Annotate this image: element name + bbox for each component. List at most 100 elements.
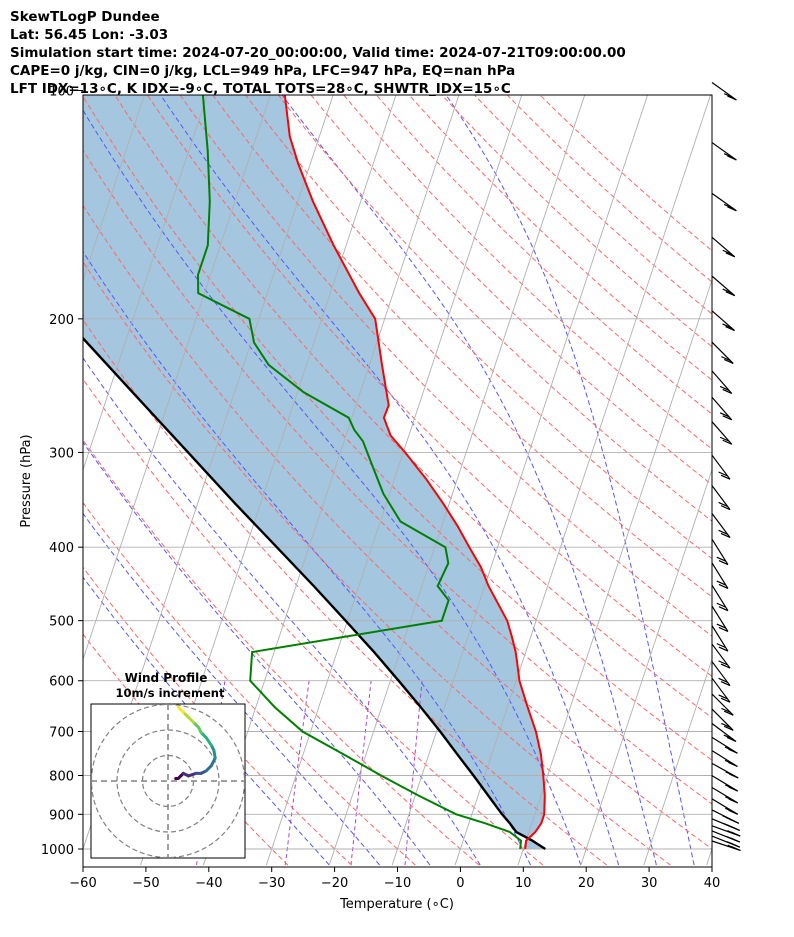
y-tick-label: 200	[49, 313, 74, 328]
mixing-ratio-line	[350, 680, 372, 866]
wind-barb-flag	[725, 771, 735, 777]
chart-title: SkewTLogP Dundee	[10, 9, 160, 25]
wind-barb-flag	[721, 707, 731, 713]
wind-barb-flag	[725, 807, 735, 813]
y-tick-label: 800	[49, 769, 74, 784]
wind-barb-flag	[722, 323, 732, 329]
y-tick-label: 1000	[41, 843, 74, 858]
dry-adiabat	[375, 95, 712, 415]
wind-barb-flag	[720, 681, 731, 687]
wind-barb-flag	[727, 155, 737, 161]
dry-adiabat	[83, 318, 608, 866]
hodograph-inset: Wind Profile 10m/s increment	[90, 671, 246, 859]
wind-barb-flag	[726, 736, 737, 743]
dry-adiabat	[506, 95, 712, 283]
wind-barb	[711, 818, 740, 831]
wind-barb-flag	[718, 626, 729, 633]
wind-barb-flag	[718, 694, 728, 700]
isotherm-line	[0, 91, 83, 866]
wind-barb-flag	[718, 646, 729, 652]
wind-barb-flag	[727, 844, 737, 850]
wind-barb	[711, 310, 735, 332]
y-axis-label: Pressure (hPa)	[19, 434, 34, 527]
wind-barb	[711, 82, 737, 101]
dry-adiabat	[212, 95, 712, 598]
wind-barb	[711, 421, 733, 445]
wind-barb-flag	[718, 606, 729, 612]
isotherm-line	[454, 95, 711, 866]
wind-barb-flag	[720, 697, 731, 703]
isotherm-line	[706, 847, 712, 866]
moist-adiabat	[83, 109, 582, 866]
x-tick-label: −50	[132, 876, 159, 891]
wind-barb-flag	[724, 759, 735, 765]
isotherm-line	[83, 95, 208, 472]
moist-adiabat	[83, 357, 481, 866]
x-tick-label: −40	[195, 876, 222, 891]
wind-barb-flag	[722, 415, 732, 421]
x-tick-label: 30	[641, 876, 658, 891]
y-tick-label: 400	[49, 541, 74, 556]
isotherm-line	[391, 95, 649, 866]
wind-barb-flag	[725, 252, 736, 258]
wind-barb	[711, 736, 738, 754]
wind-barb-flag	[723, 822, 733, 828]
dry-adiabat	[83, 501, 416, 866]
parcel-line	[83, 336, 546, 851]
wind-barb-flag	[719, 385, 730, 392]
wind-barb	[711, 538, 729, 566]
y-tick-label: 500	[49, 615, 74, 630]
wind-barb	[711, 809, 740, 824]
x-tick-label: −30	[258, 876, 285, 891]
dry-adiabat	[539, 95, 712, 252]
wind-barb-flag	[723, 153, 734, 159]
wind-barb-flag	[723, 710, 734, 716]
hodograph-segment	[176, 705, 183, 712]
wind-barb-flag	[727, 206, 737, 212]
dry-adiabat	[83, 204, 712, 850]
moist-adiabat	[83, 512, 380, 866]
wind-barb-flag	[721, 356, 731, 362]
wind-barb-flag	[718, 471, 728, 477]
wind-barb	[711, 693, 734, 716]
hodograph-ring	[116, 729, 220, 833]
wind-barb-flag	[716, 580, 727, 586]
wind-barb-flag	[723, 358, 734, 364]
y-tick-label: 600	[49, 675, 74, 690]
wind-barb-flag	[727, 95, 737, 101]
wind-barb-flag	[723, 725, 734, 731]
time-line: Simulation start time: 2024-07-20_00:00:…	[10, 45, 626, 61]
moist-adiabat	[83, 576, 330, 866]
moist-adiabat	[445, 95, 695, 866]
isotherm-line	[770, 91, 794, 866]
wind-barb	[711, 643, 731, 669]
wind-barb	[711, 396, 733, 421]
wind-barb-flag	[723, 734, 734, 740]
isotherm-line	[580, 468, 712, 866]
wind-barb	[711, 142, 737, 161]
isotherm-line	[517, 278, 712, 866]
wind-barb	[711, 723, 737, 743]
wind-barb-flag	[726, 841, 737, 847]
wind-barb-flag	[720, 505, 731, 511]
wind-barb	[711, 562, 729, 589]
wind-barb	[711, 750, 738, 768]
parcel-area	[83, 95, 546, 849]
wind-barb	[711, 840, 741, 852]
wind-barb	[711, 513, 731, 539]
dry-adiabat	[83, 378, 544, 866]
dry-adiabat	[408, 95, 712, 381]
wind-barb-flag	[723, 203, 734, 209]
wind-barb-flag	[727, 830, 737, 836]
wind-barb-flag	[725, 784, 735, 790]
wind-barb	[711, 341, 734, 364]
wind-barb-flag	[718, 677, 728, 683]
wind-barb	[711, 762, 739, 779]
wind-barb-flag	[721, 722, 731, 729]
dry-adiabat	[146, 95, 712, 677]
wind-barb-flag	[720, 663, 731, 669]
wind-barb-flag	[722, 288, 732, 294]
hodograph-title: Wind Profile	[125, 671, 208, 685]
hodograph-subtitle: 10m/s increment	[116, 686, 225, 700]
x-tick-label: −60	[69, 876, 96, 891]
